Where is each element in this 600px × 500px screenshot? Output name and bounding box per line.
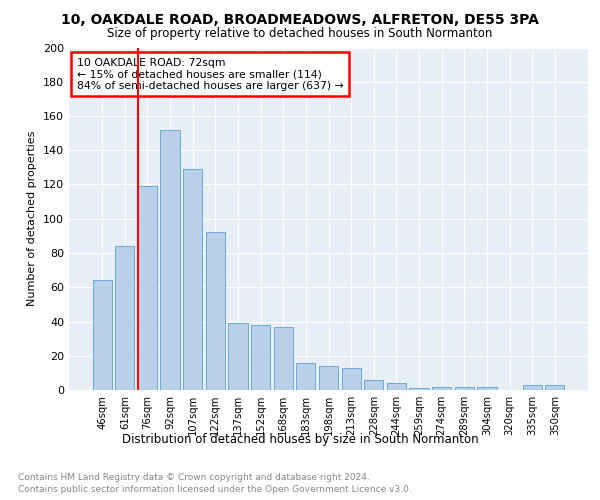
Bar: [477, 386, 497, 390]
Bar: [229, 323, 248, 390]
Bar: [251, 325, 270, 390]
Text: Contains public sector information licensed under the Open Government Licence v3: Contains public sector information licen…: [18, 485, 412, 494]
Text: 10 OAKDALE ROAD: 72sqm
← 15% of detached houses are smaller (114)
84% of semi-de: 10 OAKDALE ROAD: 72sqm ← 15% of detached…: [77, 58, 344, 91]
Text: Size of property relative to detached houses in South Normanton: Size of property relative to detached ho…: [107, 28, 493, 40]
Bar: [183, 169, 202, 390]
Bar: [387, 383, 406, 390]
Y-axis label: Number of detached properties: Number of detached properties: [28, 131, 37, 306]
Bar: [523, 385, 542, 390]
Text: Distribution of detached houses by size in South Normanton: Distribution of detached houses by size …: [122, 432, 478, 446]
Bar: [138, 186, 157, 390]
Bar: [341, 368, 361, 390]
Bar: [364, 380, 383, 390]
Bar: [274, 326, 293, 390]
Bar: [432, 386, 451, 390]
Bar: [545, 385, 565, 390]
Bar: [206, 232, 225, 390]
Bar: [160, 130, 180, 390]
Bar: [92, 280, 112, 390]
Bar: [409, 388, 428, 390]
Bar: [455, 386, 474, 390]
Text: Contains HM Land Registry data © Crown copyright and database right 2024.: Contains HM Land Registry data © Crown c…: [18, 472, 370, 482]
Bar: [115, 246, 134, 390]
Bar: [319, 366, 338, 390]
Bar: [296, 362, 316, 390]
Text: 10, OAKDALE ROAD, BROADMEADOWS, ALFRETON, DE55 3PA: 10, OAKDALE ROAD, BROADMEADOWS, ALFRETON…: [61, 12, 539, 26]
